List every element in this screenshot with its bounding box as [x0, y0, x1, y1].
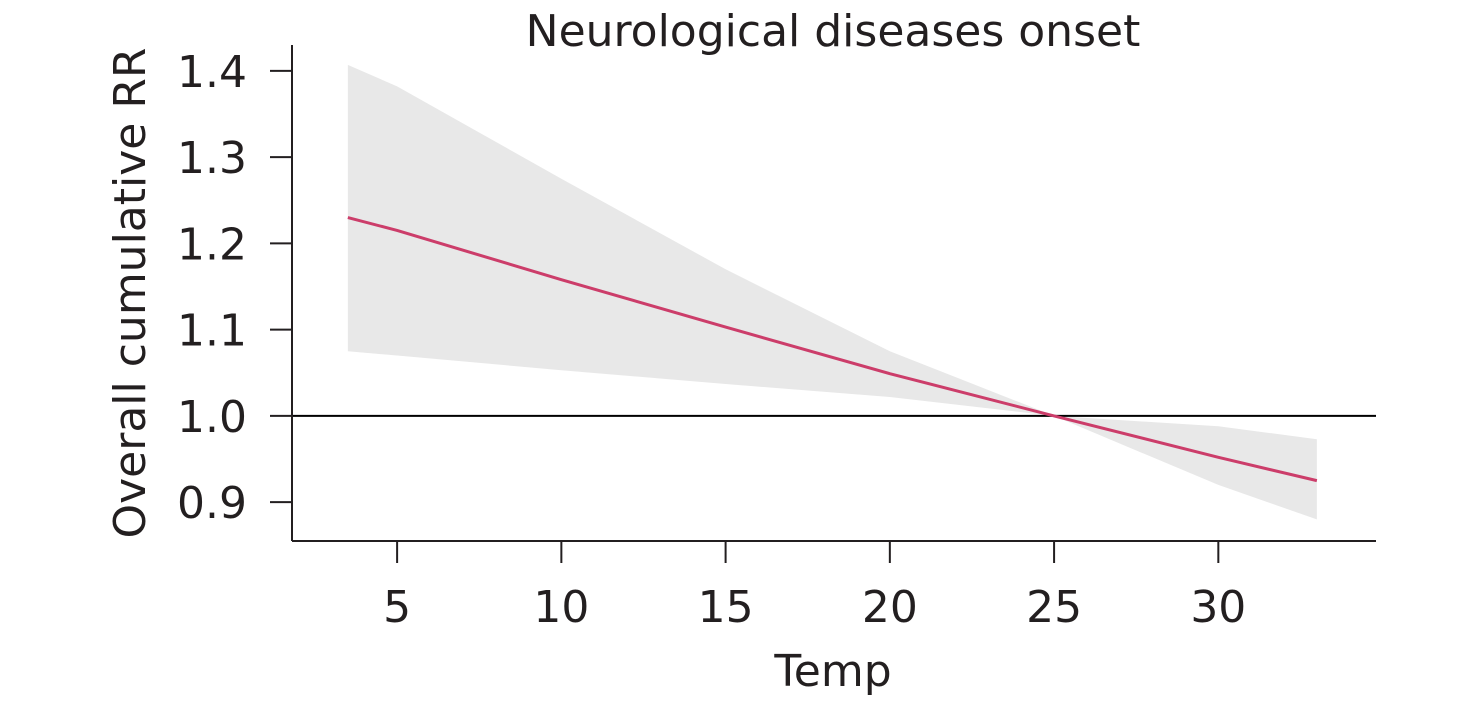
x-tick-label: 15: [698, 582, 754, 633]
plot-area: [292, 64, 1376, 520]
x-axis-ticks: 5 10 15 20 25 30: [383, 541, 1246, 633]
x-axis-label: Temp: [773, 646, 891, 697]
x-tick-label: 20: [862, 582, 918, 633]
y-tick-label: 0.9: [177, 478, 247, 529]
x-tick-label: 25: [1026, 582, 1082, 633]
y-tick-label: 1.0: [177, 392, 247, 443]
y-tick-label: 1.3: [177, 133, 247, 184]
y-axis-label: Overall cumulative RR: [105, 48, 156, 539]
series-line: [347, 216, 1318, 483]
y-tick-label: 1.4: [177, 47, 247, 98]
x-tick-label: 30: [1190, 582, 1246, 633]
y-tick-label: 1.1: [177, 306, 247, 357]
x-tick-label: 10: [533, 582, 589, 633]
y-axis-ticks: 0.9 1.0 1.1 1.2 1.3 1.4: [177, 47, 292, 529]
x-tick-label: 5: [383, 582, 411, 633]
chart-title: Neurological diseases onset: [526, 6, 1141, 57]
confidence-band: [347, 64, 1317, 520]
y-tick-label: 1.2: [177, 219, 247, 270]
